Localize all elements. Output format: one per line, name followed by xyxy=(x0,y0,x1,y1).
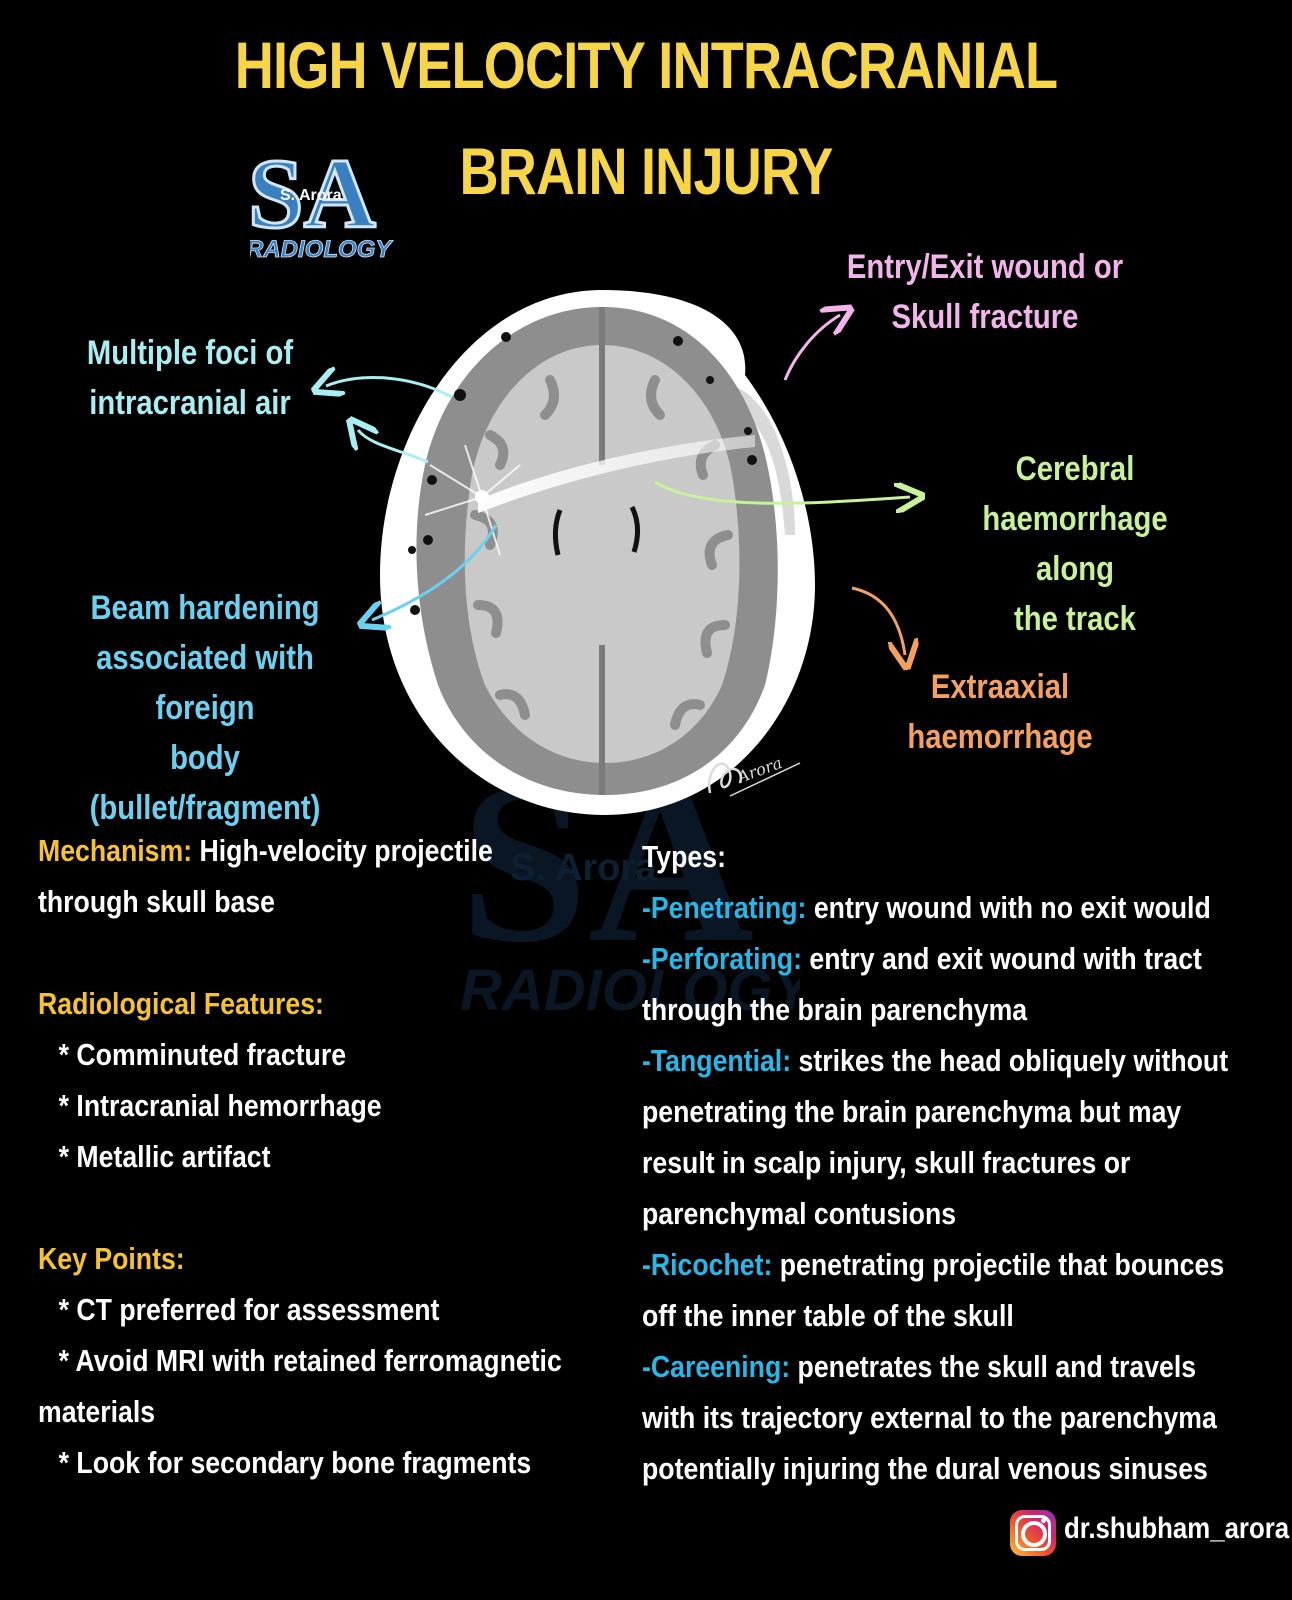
type-careening: -Careening: penetrates the skull and tra… xyxy=(642,1341,1228,1392)
title-line-2: BRAIN INJURY xyxy=(459,134,833,208)
tangential-label: -Tangential: xyxy=(642,1043,792,1078)
careening-text: penetrates the skull and travels xyxy=(790,1349,1197,1384)
arrow-air-1 xyxy=(326,377,453,399)
callout-track-line3: the track xyxy=(1014,600,1136,638)
callout-beam-line1: Beam hardening xyxy=(90,589,320,627)
callout-track-line2: haemorrhage along xyxy=(982,500,1168,588)
instagram-handle[interactable]: dr.shubham_arora xyxy=(1064,1512,1290,1545)
tangential-text-2: penetrating the brain parenchyma but may xyxy=(642,1094,1182,1129)
callout-cerebral-haemorrhage: Cerebral haemorrhage along the track xyxy=(950,444,1199,644)
perforating-label: -Perforating: xyxy=(642,941,802,976)
callout-entry-exit-wound: Entry/Exit wound or Skull fracture xyxy=(843,242,1127,342)
type-tangential: -Tangential: strikes the head obliquely … xyxy=(642,1035,1228,1086)
callout-intracranial-air: Multiple foci of intracranial air xyxy=(78,328,302,428)
arrow-beam xyxy=(372,524,498,620)
mechanism-line-2: through skull base xyxy=(38,884,276,919)
keypoints-heading: Key Points: xyxy=(38,1241,185,1276)
mechanism-label: Mechanism: xyxy=(38,833,193,868)
svg-text:S. Arora: S. Arora xyxy=(280,187,342,204)
careening-text-3: potentially injuring the dural venous si… xyxy=(642,1451,1208,1486)
perforating-text: entry and exit wound with tract xyxy=(801,941,1202,976)
type-perforating: -Perforating: entry and exit wound with … xyxy=(642,933,1228,984)
keypoint-item-3: * Look for secondary bone fragments xyxy=(58,1445,532,1480)
mechanism-line-1: Mechanism: High-velocity projectile xyxy=(38,825,562,876)
svg-text:SA: SA xyxy=(250,138,376,249)
arrow-extraaxial xyxy=(851,586,905,655)
callout-beam-line2: associated with foreign xyxy=(96,639,314,727)
penetrating-label: -Penetrating: xyxy=(642,890,807,925)
callout-track-line1: Cerebral xyxy=(1015,450,1135,488)
penetrating-text: entry wound with no exit would xyxy=(806,890,1211,925)
ricochet-text-2: off the inner table of the skull xyxy=(642,1298,1014,1333)
svg-text:RADIOLOGY: RADIOLOGY xyxy=(460,958,800,1023)
feature-item-3: * Metallic artifact xyxy=(58,1139,271,1174)
tangential-text-3: result in scalp injury, skull fractures … xyxy=(642,1145,1131,1180)
callout-air-line2: intracranial air xyxy=(89,384,291,422)
type-ricochet: -Ricochet: penetrating projectile that b… xyxy=(642,1239,1228,1290)
keypoint-item-2-continued: materials xyxy=(38,1394,156,1429)
brain-ct-illustration xyxy=(370,285,840,825)
perforating-text-2: through the brain parenchyma xyxy=(642,992,1028,1027)
careening-text-2: with its trajectory external to the pare… xyxy=(642,1400,1217,1435)
left-column: Mechanism: High-velocity projectile thro… xyxy=(38,825,562,1488)
tangential-text-4: parenchymal contusions xyxy=(642,1196,957,1231)
callout-wound-line2: Skull fracture xyxy=(891,298,1079,336)
feature-item-2: * Intracranial hemorrhage xyxy=(58,1088,382,1123)
callout-beam-hardening: Beam hardening associated with foreign b… xyxy=(55,583,356,833)
svg-text:RADIOLOGY: RADIOLOGY xyxy=(250,236,393,263)
callout-extraaxial-line2: haemorrhage xyxy=(907,718,1093,756)
arrow-wound xyxy=(783,315,840,381)
features-heading: Radiological Features: xyxy=(38,986,324,1021)
instagram-icon[interactable] xyxy=(1010,1510,1056,1556)
mechanism-text: High-velocity projectile xyxy=(192,833,493,868)
callout-air-line1: Multiple foci of xyxy=(86,334,294,372)
callout-extraaxial-line1: Extraaxial xyxy=(930,668,1070,706)
tangential-text: strikes the head obliquely without xyxy=(791,1043,1229,1078)
careening-label: -Careening: xyxy=(642,1349,791,1384)
title-line-1: HIGH VELOCITY INTRACRANIAL xyxy=(234,28,1058,102)
ricochet-text: penetrating projectile that bounces xyxy=(772,1247,1225,1282)
arrow-air-2 xyxy=(358,430,429,464)
types-heading: Types: xyxy=(642,839,726,874)
type-penetrating: -Penetrating: entry wound with no exit w… xyxy=(642,882,1228,933)
keypoint-item-1: * CT preferred for assessment xyxy=(58,1292,440,1327)
keypoint-item-2: * Avoid MRI with retained ferromagnetic xyxy=(58,1343,562,1378)
sa-radiology-logo: SA S. Arora RADIOLOGY xyxy=(246,135,400,270)
feature-item-1: * Comminuted fracture xyxy=(58,1037,347,1072)
svg-text:S. Arora: S. Arora xyxy=(510,847,657,889)
artist-signature: Arora xyxy=(700,738,810,808)
callout-extraaxial-haemorrhage: Extraaxial haemorrhage xyxy=(897,662,1103,762)
arrow-track xyxy=(654,480,910,503)
right-column: Types: -Penetrating: entry wound with no… xyxy=(642,831,1228,1494)
callout-wound-line1: Entry/Exit wound or xyxy=(846,248,1124,286)
ricochet-label: -Ricochet: xyxy=(642,1247,773,1282)
callout-beam-line3: body (bullet/fragment) xyxy=(89,739,321,827)
